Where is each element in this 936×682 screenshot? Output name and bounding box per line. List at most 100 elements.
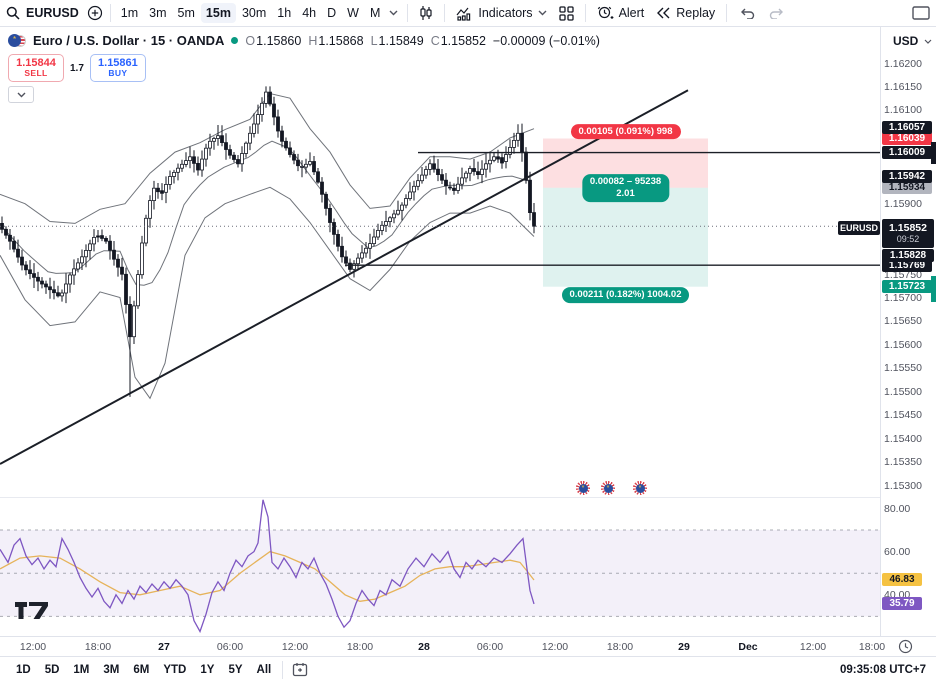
time-label-12:00[interactable]: 12:00 bbox=[19, 641, 47, 653]
tradingview-logo bbox=[15, 602, 51, 625]
time-label-27[interactable]: 27 bbox=[158, 641, 170, 653]
price-tick: 1.16100 bbox=[884, 104, 922, 117]
time-label-18:00[interactable]: 18:00 bbox=[606, 641, 634, 653]
chart-style-icon[interactable] bbox=[413, 5, 439, 21]
buy-price: 1.15861 bbox=[98, 57, 138, 70]
fullscreen-icon[interactable] bbox=[912, 6, 930, 20]
time-label-18:00[interactable]: 18:00 bbox=[84, 641, 112, 653]
sell-price: 1.15844 bbox=[16, 57, 56, 70]
market-open-dot[interactable] bbox=[231, 37, 239, 44]
ohlc-value: 1.15852 bbox=[440, 33, 486, 48]
price-tick: 1.15450 bbox=[884, 409, 922, 422]
trade-collapse-button[interactable] bbox=[8, 86, 34, 103]
currency-selector[interactable]: USD bbox=[893, 34, 932, 48]
timeframe-D[interactable]: D bbox=[327, 6, 337, 20]
alert-button[interactable]: Alert bbox=[591, 2, 651, 24]
time-label-12:00[interactable]: 12:00 bbox=[541, 641, 569, 653]
timeframe-3m[interactable]: 3m bbox=[149, 6, 167, 20]
time-label-06:00[interactable]: 06:00 bbox=[216, 641, 244, 653]
buy-button[interactable]: 1.15861 BUY bbox=[89, 54, 146, 82]
timeframe-4h[interactable]: 4h bbox=[302, 6, 317, 20]
replay-button[interactable]: Replay bbox=[650, 3, 721, 23]
symbol-search-button[interactable]: EURUSD bbox=[26, 6, 79, 20]
timeframe-30m[interactable]: 30m bbox=[241, 6, 267, 20]
price-label-1.15723[interactable]: 1.15723 bbox=[882, 280, 932, 294]
timezone-clock-icon[interactable] bbox=[898, 639, 913, 659]
sell-button[interactable]: 1.15844 SELL bbox=[8, 54, 64, 82]
timeframe-15m[interactable]: 15m bbox=[200, 3, 236, 23]
position-stop-label[interactable]: 0.00105 (0.091%) 998 bbox=[570, 123, 681, 140]
current-symbol-badge: EURUSD bbox=[838, 221, 880, 235]
eur-event-icon[interactable]: * bbox=[576, 481, 590, 495]
timeframe-1h[interactable]: 1h bbox=[277, 6, 292, 20]
rsi-band bbox=[0, 530, 880, 617]
position-target-label[interactable]: 0.00211 (0.182%) 1004.02 bbox=[561, 286, 690, 303]
time-label-28[interactable]: 28 bbox=[418, 641, 430, 653]
timeframe-1m[interactable]: 1m bbox=[120, 6, 139, 20]
timeframe-group: 1m 3m 5m 15m 30m 1h 4h D W M bbox=[116, 3, 386, 23]
eurusd-pair-icon: * bbox=[8, 33, 26, 48]
indicators-button[interactable]: Indicators bbox=[450, 3, 552, 24]
price-tick: 1.15500 bbox=[884, 385, 922, 398]
range-YTD[interactable]: YTD bbox=[163, 663, 187, 676]
time-label-18:00[interactable]: 18:00 bbox=[346, 641, 374, 653]
symbol-title[interactable]: Euro / U.S. Dollar · 15 · OANDA bbox=[33, 33, 225, 48]
price-tick: 1.16200 bbox=[884, 57, 922, 70]
eur-event-icon[interactable]: * bbox=[633, 481, 647, 495]
time-label-29[interactable]: 29 bbox=[678, 641, 690, 653]
search-icon[interactable] bbox=[6, 6, 20, 20]
timeframe-5m[interactable]: 5m bbox=[177, 6, 195, 20]
time-label-06:00[interactable]: 06:00 bbox=[476, 641, 504, 653]
toolbar-separator bbox=[584, 4, 586, 22]
rsi-ma-value-label: 46.83 bbox=[882, 573, 922, 586]
current-price-label[interactable]: 1.15852 09:52 bbox=[882, 219, 934, 248]
top-toolbar: EURUSD 1m 3m 5m 15m 30m 1h 4h D W M Indicators Al… bbox=[0, 0, 936, 27]
price-label-1.16039[interactable]: 1.16039 bbox=[882, 132, 932, 145]
time-label-18:00[interactable]: 18:00 bbox=[858, 641, 886, 653]
price-tick: 1.15650 bbox=[884, 315, 922, 328]
axis-strip-green bbox=[931, 276, 936, 302]
range-All[interactable]: All bbox=[256, 663, 272, 676]
session-clock[interactable]: 09:35:08 UTC+7 bbox=[840, 663, 926, 676]
time-label-12:00[interactable]: 12:00 bbox=[281, 641, 309, 653]
price-tick: 1.16150 bbox=[884, 80, 922, 93]
price-label-1.15934[interactable]: 1.15934 bbox=[882, 181, 932, 195]
timeframe-M[interactable]: M bbox=[369, 6, 381, 20]
range-5Y[interactable]: 5Y bbox=[228, 663, 243, 676]
range-1M[interactable]: 1M bbox=[73, 663, 90, 676]
range-3M[interactable]: 3M bbox=[103, 663, 120, 676]
eu-flag-icon: * bbox=[635, 483, 645, 493]
price-label-1.16057[interactable]: 1.16057 bbox=[882, 120, 932, 134]
range-1Y[interactable]: 1Y bbox=[200, 663, 215, 676]
price-axis-border[interactable] bbox=[880, 27, 881, 636]
pane-divider[interactable] bbox=[0, 497, 880, 498]
position-profit-zone[interactable] bbox=[543, 187, 708, 287]
rsi-ma-line bbox=[0, 550, 535, 602]
go-to-date-icon[interactable] bbox=[288, 662, 312, 677]
price-label-1.15942[interactable]: 1.15942 bbox=[882, 169, 932, 183]
timeframe-chevron-icon[interactable] bbox=[385, 10, 402, 16]
ohlc-value: 1.15868 bbox=[318, 33, 364, 48]
rsi-tick: 80.00 bbox=[884, 502, 911, 515]
compare-add-icon[interactable] bbox=[87, 5, 103, 21]
position-entry-label[interactable]: 0.00082 – 95238 2.01 bbox=[581, 173, 670, 202]
price-tick: 1.15300 bbox=[884, 479, 922, 492]
currency-chevron-icon bbox=[924, 39, 932, 44]
timeframe-W[interactable]: W bbox=[347, 6, 359, 20]
price-tick: 1.15900 bbox=[884, 198, 922, 211]
ohlc-key: O bbox=[245, 33, 256, 48]
redo-icon[interactable] bbox=[762, 7, 792, 19]
time-label-Dec[interactable]: Dec bbox=[738, 641, 758, 653]
templates-grid-icon[interactable] bbox=[553, 5, 580, 21]
time-label-12:00[interactable]: 12:00 bbox=[799, 641, 827, 653]
range-5D[interactable]: 5D bbox=[44, 663, 60, 676]
range-1D[interactable]: 1D bbox=[16, 663, 31, 676]
price-label-1.16009[interactable]: 1.16009 bbox=[882, 146, 932, 160]
range-6M[interactable]: 6M bbox=[133, 663, 150, 676]
toolbar-separator bbox=[726, 4, 728, 22]
time-axis[interactable]: 12:00 18:00 27 06:00 12:00 18:00 28 06:00 12:00 1… bbox=[0, 636, 936, 657]
eur-event-icon[interactable]: * bbox=[601, 481, 615, 495]
undo-icon[interactable] bbox=[732, 7, 762, 19]
range-group: 1D 5D 1M 3M 6M YTD 1Y 5Y All bbox=[10, 662, 277, 678]
